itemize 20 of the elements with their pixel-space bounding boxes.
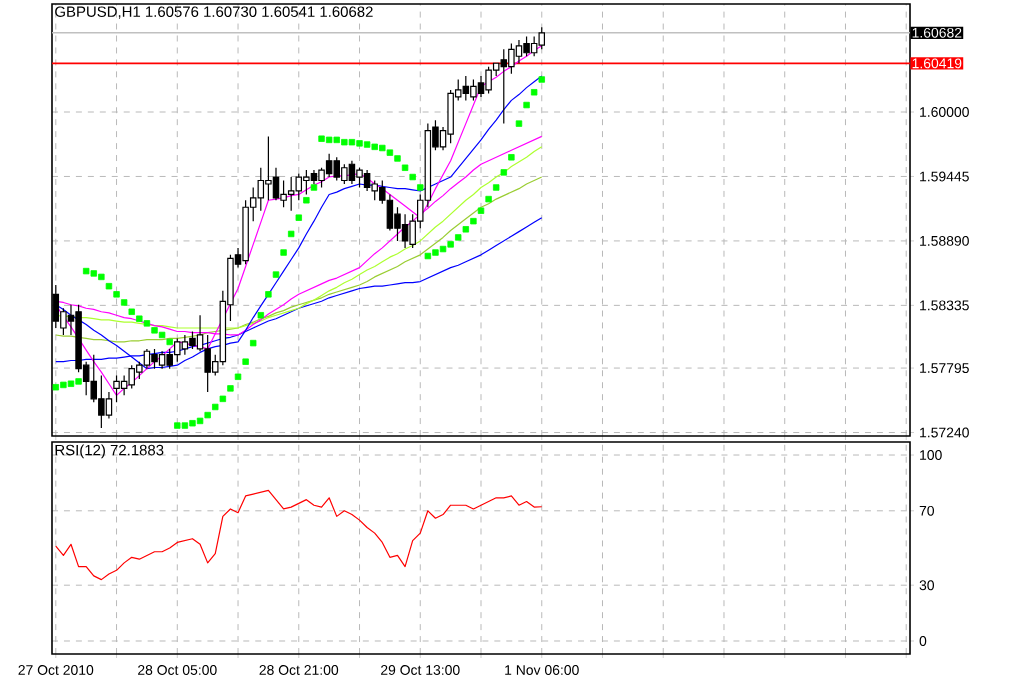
candlestick (128, 364, 135, 389)
candlestick (333, 156, 340, 182)
candlestick (485, 66, 492, 95)
candlestick (363, 169, 371, 192)
candlestick (158, 350, 166, 370)
candlestick (538, 26, 546, 50)
candlestick (181, 334, 189, 356)
candlestick (113, 375, 120, 403)
candlestick (341, 163, 348, 185)
candlestick (401, 213, 409, 249)
candlestick (174, 337, 181, 363)
candlestick (523, 35, 530, 57)
candlestick (470, 78, 477, 101)
candlestick (348, 160, 356, 185)
candlestick (287, 176, 295, 212)
candlestick (500, 48, 508, 125)
candlestick (151, 348, 158, 370)
candlestick (356, 167, 363, 189)
candlestick (477, 75, 485, 98)
candlestick (303, 169, 310, 196)
